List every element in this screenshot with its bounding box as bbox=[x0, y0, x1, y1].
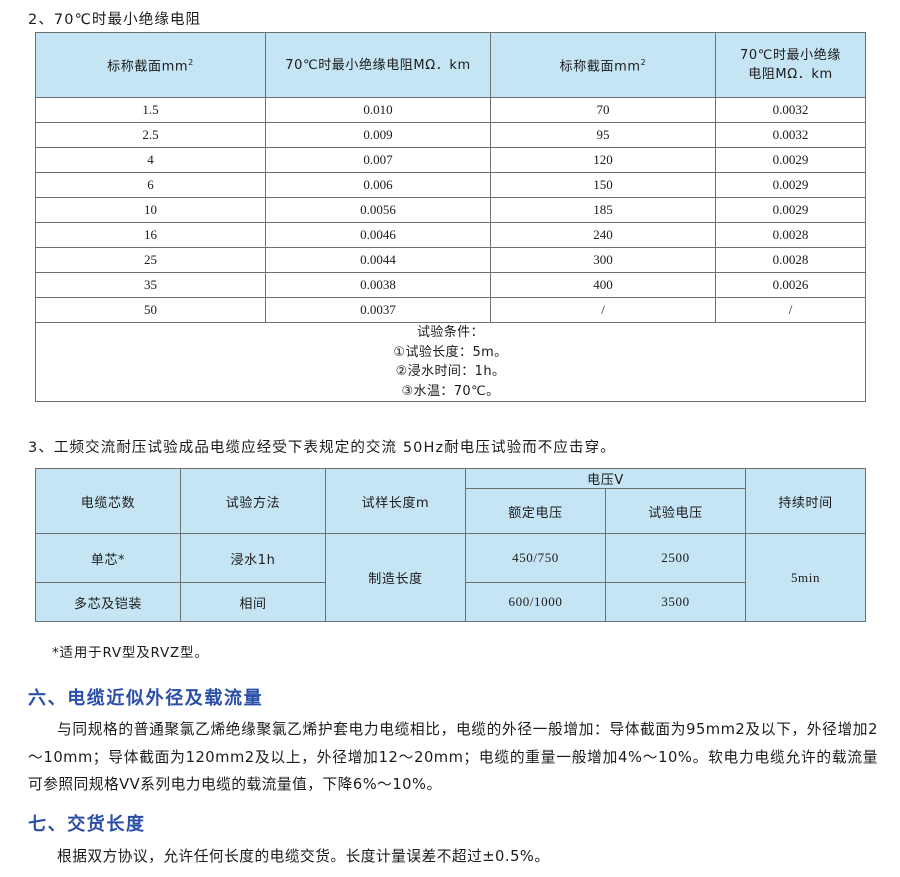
cell-resistance-2: 0.0029 bbox=[715, 172, 866, 198]
table-row: 16 0.0046 240 0.0028 bbox=[35, 222, 866, 248]
header-test-method: 试验方法 bbox=[180, 468, 326, 534]
cell-rated-voltage-1: 450/750 bbox=[465, 533, 606, 583]
cell-resistance-1: 0.010 bbox=[265, 97, 491, 123]
cell-nominal-section-1: 10 bbox=[35, 197, 266, 223]
cell-nominal-section-1: 2.5 bbox=[35, 122, 266, 148]
table-row: 6 0.006 150 0.0029 bbox=[35, 172, 866, 198]
cell-nominal-section-1: 50 bbox=[35, 297, 266, 323]
superscript: 2 bbox=[640, 58, 647, 68]
header-text: 标称截面mm bbox=[107, 59, 189, 75]
cell-nominal-section-2: 240 bbox=[490, 222, 716, 248]
footnote-rv-type: *适用于RV型及RVZ型。 bbox=[52, 645, 209, 661]
cell-rated-voltage-2: 600/1000 bbox=[465, 582, 606, 622]
header-text: 70℃时最小绝缘电阻MΩ．km bbox=[285, 57, 471, 73]
cell-sample-length-manufacture: 制造长度 bbox=[325, 533, 466, 622]
note-line-1: ①试验长度：5m。 bbox=[393, 344, 508, 360]
cell-resistance-2: 0.0032 bbox=[715, 97, 866, 123]
cell-cores-multi: 多芯及铠装 bbox=[35, 582, 181, 622]
cell-test-voltage-2: 3500 bbox=[604, 582, 747, 622]
table-row: 单芯* 浸水1h 制造长度 450/750 2500 5min bbox=[35, 533, 867, 622]
table-row: 25 0.0044 300 0.0028 bbox=[35, 247, 866, 273]
cell-resistance-2: 0.0029 bbox=[715, 147, 866, 173]
cell-resistance-1: 0.006 bbox=[265, 172, 491, 198]
cell-method-immersion: 浸水1h bbox=[180, 533, 326, 583]
header-voltage-group: 电压V bbox=[464, 468, 747, 489]
cell-resistance-2: 0.0028 bbox=[715, 247, 866, 273]
header-text-line1: 70℃时最小绝缘 bbox=[740, 48, 841, 63]
header-test-voltage: 试验电压 bbox=[604, 488, 747, 534]
header-nominal-section-1: 标称截面mm2 bbox=[35, 32, 266, 98]
cell-resistance-2: / bbox=[715, 297, 866, 323]
cell-test-voltage-1: 2500 bbox=[604, 533, 747, 583]
table-row: 多芯及铠装 相间 600/1000 3500 bbox=[35, 582, 866, 622]
cell-nominal-section-2: 95 bbox=[490, 122, 716, 148]
cell-resistance-1: 0.0046 bbox=[265, 222, 491, 248]
note-line-3: ③水温：70℃。 bbox=[401, 383, 500, 399]
header-sample-length: 试样长度m bbox=[325, 468, 466, 534]
cell-resistance-1: 0.0038 bbox=[265, 272, 491, 298]
header-duration: 持续时间 bbox=[745, 468, 867, 534]
table-header-row-1: 电缆芯数 试验方法 试样长度m 电压V 持续时间 bbox=[35, 468, 867, 534]
cell-resistance-1: 0.0037 bbox=[265, 297, 491, 323]
section-2-heading: 2、70℃时最小绝缘电阻 bbox=[28, 12, 202, 28]
cell-nominal-section-2: 70 bbox=[490, 97, 716, 123]
header-rated-voltage: 额定电压 bbox=[465, 488, 606, 534]
table-row: 1.5 0.010 70 0.0032 bbox=[35, 97, 866, 123]
cell-cores-single: 单芯* bbox=[35, 533, 181, 583]
cell-nominal-section-1: 1.5 bbox=[35, 97, 266, 123]
cell-resistance-1: 0.0044 bbox=[265, 247, 491, 273]
cell-nominal-section-1: 25 bbox=[35, 247, 266, 273]
header-min-resistance-2: 70℃时最小绝缘 电阻MΩ．km bbox=[715, 32, 866, 98]
section-six-heading: 六、电缆近似外径及载流量 bbox=[28, 688, 264, 709]
cell-resistance-2: 0.0032 bbox=[715, 122, 866, 148]
table-header-row-2: 额定电压 试验电压 bbox=[36, 488, 866, 534]
cell-resistance-1: 0.0056 bbox=[265, 197, 491, 223]
section-six-paragraph: 与同规格的普通聚氯乙烯绝缘聚氯乙烯护套电力电缆相比，电缆的外径一般增加：导体截面… bbox=[28, 721, 878, 793]
cell-resistance-2: 0.0029 bbox=[715, 197, 866, 223]
header-text: 标称截面mm bbox=[559, 59, 641, 75]
note-line-2: ②浸水时间：1h。 bbox=[395, 364, 506, 379]
cell-nominal-section-2: / bbox=[490, 297, 716, 323]
cell-nominal-section-2: 300 bbox=[490, 247, 716, 273]
cell-resistance-2: 0.0028 bbox=[715, 222, 866, 248]
table-row: 35 0.0038 400 0.0026 bbox=[35, 272, 866, 298]
cell-method-phase: 相间 bbox=[180, 582, 326, 622]
cell-nominal-section-2: 150 bbox=[490, 172, 716, 198]
cell-resistance-1: 0.007 bbox=[265, 147, 491, 173]
cell-nominal-section-1: 6 bbox=[35, 172, 266, 198]
cell-duration: 5min bbox=[745, 533, 867, 622]
voltage-test-table: 电缆芯数 试验方法 试样长度m 电压V 持续时间 额定电压 试验电压 单芯* 浸… bbox=[35, 468, 867, 622]
test-conditions-cell: 试验条件： ①试验长度：5m。 ②浸水时间：1h。 ③水温：70℃。 bbox=[35, 322, 866, 402]
cell-nominal-section-1: 4 bbox=[35, 147, 266, 173]
table-row: 10 0.0056 185 0.0029 bbox=[35, 197, 866, 223]
cell-nominal-section-2: 400 bbox=[490, 272, 716, 298]
table-row: 2.5 0.009 95 0.0032 bbox=[35, 122, 866, 148]
table-notes-row: 试验条件： ①试验长度：5m。 ②浸水时间：1h。 ③水温：70℃。 bbox=[35, 322, 866, 402]
header-nominal-section-2: 标称截面mm2 bbox=[490, 32, 716, 98]
table-row: 4 0.007 120 0.0029 bbox=[35, 147, 866, 173]
section-3-heading: 3、工频交流耐压试验成品电缆应经受下表规定的交流 50Hz耐电压试验而不应击穿。 bbox=[28, 440, 616, 456]
section-seven-heading: 七、交货长度 bbox=[28, 814, 146, 835]
header-cable-cores: 电缆芯数 bbox=[35, 468, 181, 534]
note-line-title: 试验条件： bbox=[416, 325, 484, 340]
header-text-line2: 电阻MΩ．km bbox=[748, 67, 833, 82]
table-header-row: 标称截面mm2 70℃时最小绝缘电阻MΩ．km 标称截面mm2 70℃时最小绝缘… bbox=[35, 32, 866, 98]
cell-nominal-section-1: 35 bbox=[35, 272, 266, 298]
cell-resistance-1: 0.009 bbox=[265, 122, 491, 148]
section-seven-paragraph: 根据双方协议，允许任何长度的电缆交货。长度计量误差不超过±0.5%。 bbox=[57, 848, 550, 865]
superscript: 2 bbox=[188, 58, 194, 68]
header-min-resistance-1: 70℃时最小绝缘电阻MΩ．km bbox=[265, 32, 491, 98]
cell-nominal-section-1: 16 bbox=[35, 222, 266, 248]
table-row: 50 0.0037 / / bbox=[35, 297, 866, 323]
cell-nominal-section-2: 185 bbox=[490, 197, 716, 223]
cell-nominal-section-2: 120 bbox=[490, 147, 716, 173]
cell-resistance-2: 0.0026 bbox=[715, 272, 866, 298]
insulation-resistance-table: 标称截面mm2 70℃时最小绝缘电阻MΩ．km 标称截面mm2 70℃时最小绝缘… bbox=[35, 32, 866, 402]
